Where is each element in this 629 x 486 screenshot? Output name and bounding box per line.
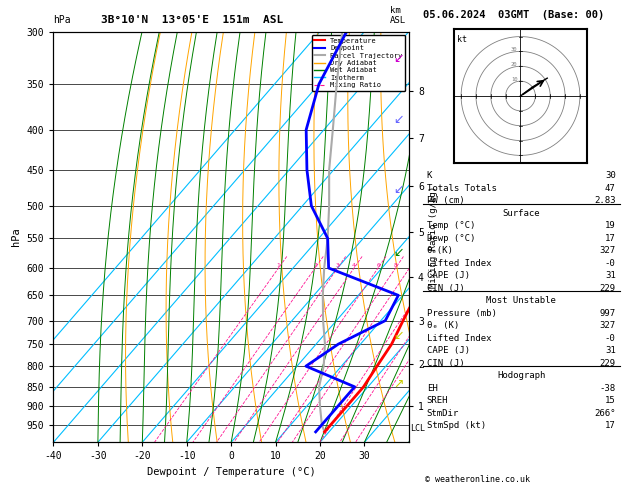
Text: 327: 327 [599, 246, 616, 255]
Text: 229: 229 [599, 359, 616, 367]
Text: Hodograph: Hodograph [497, 371, 545, 380]
Text: 05.06.2024  03GMT  (Base: 00): 05.06.2024 03GMT (Base: 00) [423, 10, 604, 20]
Text: 30: 30 [511, 48, 518, 52]
Text: 3B°10'N  13°05'E  151m  ASL: 3B°10'N 13°05'E 151m ASL [101, 15, 283, 25]
Text: θₑ (K): θₑ (K) [426, 321, 459, 330]
Text: SREH: SREH [426, 396, 448, 405]
Y-axis label: Mixing Ratio (g/kg): Mixing Ratio (g/kg) [430, 186, 438, 288]
Text: Totals Totals: Totals Totals [426, 184, 496, 193]
Text: 17: 17 [605, 421, 616, 430]
Text: 2.83: 2.83 [594, 196, 616, 206]
Legend: Temperature, Dewpoint, Parcel Trajectory, Dry Adiabat, Wet Adiabat, Isotherm, Mi: Temperature, Dewpoint, Parcel Trajectory… [311, 35, 405, 91]
Text: 17: 17 [605, 234, 616, 243]
Text: 15: 15 [605, 396, 616, 405]
Text: 997: 997 [599, 309, 616, 318]
Text: CAPE (J): CAPE (J) [426, 271, 470, 280]
Text: Lifted Index: Lifted Index [426, 334, 491, 343]
Text: ↙: ↙ [394, 329, 404, 342]
Text: ↙: ↙ [394, 113, 404, 125]
Text: 1: 1 [277, 263, 281, 268]
Text: θₑ(K): θₑ(K) [426, 246, 454, 255]
Text: ↗: ↗ [394, 378, 404, 390]
Text: 47: 47 [605, 184, 616, 193]
Text: ↙: ↙ [394, 246, 404, 259]
Text: -0: -0 [605, 334, 616, 343]
Text: EH: EH [426, 383, 437, 393]
Text: 3: 3 [336, 263, 340, 268]
Text: LCL: LCL [410, 424, 425, 433]
Y-axis label: hPa: hPa [11, 227, 21, 246]
Text: Temp (°C): Temp (°C) [426, 221, 475, 230]
Text: PW (cm): PW (cm) [426, 196, 464, 206]
Text: 229: 229 [599, 284, 616, 293]
Text: © weatheronline.co.uk: © weatheronline.co.uk [425, 474, 530, 484]
Text: hPa: hPa [53, 15, 71, 25]
Text: 327: 327 [599, 321, 616, 330]
Text: 6: 6 [376, 263, 380, 268]
Text: 30: 30 [605, 172, 616, 180]
Text: 31: 31 [605, 271, 616, 280]
Text: 2: 2 [313, 263, 317, 268]
Text: kt: kt [457, 35, 467, 44]
Text: km
ASL: km ASL [390, 6, 406, 25]
Text: ↙: ↙ [394, 183, 404, 196]
Text: Surface: Surface [503, 209, 540, 218]
Text: ↙: ↙ [394, 52, 404, 65]
Text: Most Unstable: Most Unstable [486, 296, 556, 305]
Text: Pressure (mb): Pressure (mb) [426, 309, 496, 318]
Text: 266°: 266° [594, 409, 616, 417]
Text: Dewp (°C): Dewp (°C) [426, 234, 475, 243]
Text: 8: 8 [394, 263, 398, 268]
Text: 31: 31 [605, 346, 616, 355]
Text: StmSpd (kt): StmSpd (kt) [426, 421, 486, 430]
Text: 10: 10 [511, 77, 518, 82]
Text: -0: -0 [605, 259, 616, 268]
Text: CIN (J): CIN (J) [426, 359, 464, 367]
X-axis label: Dewpoint / Temperature (°C): Dewpoint / Temperature (°C) [147, 467, 316, 477]
Text: Lifted Index: Lifted Index [426, 259, 491, 268]
Text: K: K [426, 172, 432, 180]
Text: CIN (J): CIN (J) [426, 284, 464, 293]
Text: 4: 4 [352, 263, 356, 268]
Text: StmDir: StmDir [426, 409, 459, 417]
Text: 19: 19 [605, 221, 616, 230]
Text: -38: -38 [599, 383, 616, 393]
Text: 20: 20 [511, 62, 518, 67]
Text: CAPE (J): CAPE (J) [426, 346, 470, 355]
